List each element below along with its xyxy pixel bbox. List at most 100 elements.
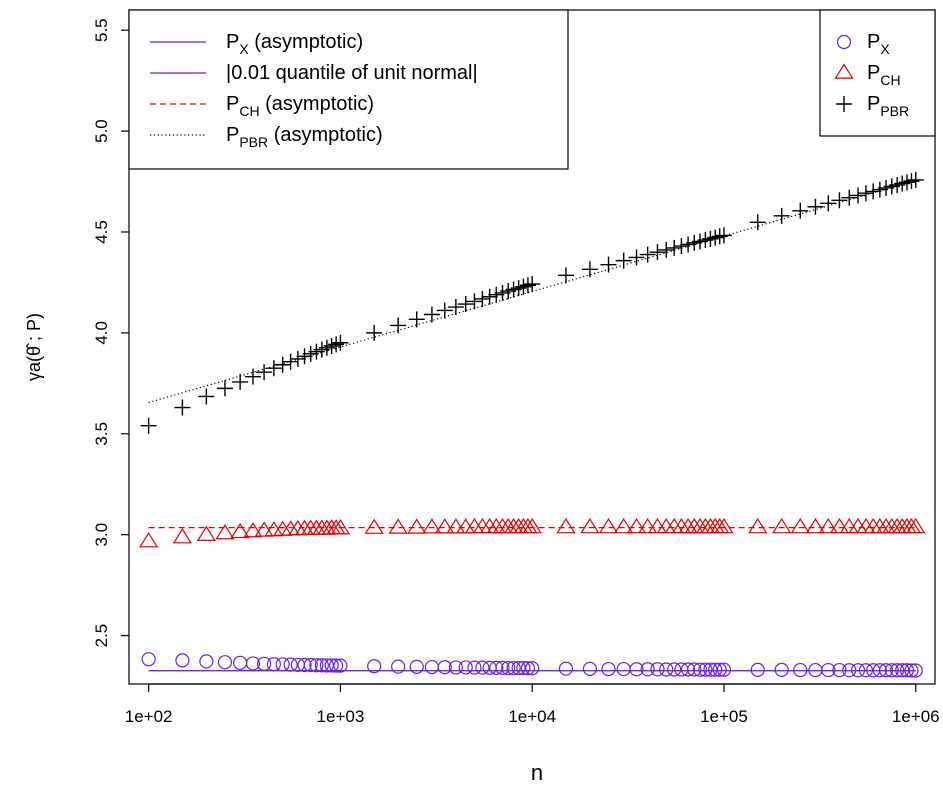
data-point	[831, 192, 848, 209]
data-point	[388, 518, 408, 534]
data-point	[749, 214, 766, 231]
data-point	[230, 522, 250, 539]
data-point	[650, 662, 665, 677]
y-axis: 2.5 3.0 3.5 4.0 4.5 5.0 5.5	[92, 18, 129, 647]
data-point	[639, 246, 656, 263]
data-point	[367, 659, 382, 674]
data-point	[520, 661, 536, 676]
x-axis: 1e+02 1e+03 1e+04 1e+05 1e+06	[125, 683, 940, 726]
data-point	[556, 517, 576, 534]
data-point	[390, 317, 407, 334]
data-point	[829, 517, 850, 534]
data-point	[615, 252, 632, 269]
data-point	[841, 189, 858, 206]
data-point	[303, 657, 318, 673]
data-point	[687, 662, 702, 677]
data-point	[199, 654, 214, 669]
data-point	[772, 517, 792, 534]
data-point	[329, 658, 344, 673]
data-point	[243, 522, 263, 538]
data-point	[172, 528, 192, 544]
legend-markers: PX PCH PPBR	[819, 9, 936, 137]
data-point	[711, 228, 728, 245]
data-point	[522, 517, 542, 534]
data-point	[457, 296, 474, 313]
data-point	[422, 518, 442, 534]
series-points	[139, 171, 926, 678]
legend-line-label: PPBR (asymptotic)	[226, 124, 383, 150]
data-point	[244, 368, 261, 385]
data-point	[516, 660, 531, 676]
data-point	[324, 658, 339, 673]
data-point	[489, 660, 504, 675]
data-point	[332, 334, 349, 351]
data-point	[254, 521, 274, 537]
x-tick-label: 1e+03	[317, 707, 365, 726]
y-tick-label: 5.5	[92, 18, 111, 42]
data-point	[408, 311, 425, 328]
data-point	[175, 653, 190, 668]
data-point	[884, 663, 899, 678]
y-axis-title: γa(θ̂ ; P)	[24, 313, 44, 381]
data-point	[488, 286, 505, 303]
data-point	[323, 337, 340, 354]
data-point	[139, 532, 159, 548]
data-point	[906, 517, 926, 534]
data-point	[750, 662, 765, 677]
data-point	[297, 657, 312, 673]
data-point	[582, 661, 598, 676]
data-point	[309, 658, 324, 673]
data-point	[649, 244, 666, 261]
data-point	[712, 662, 727, 677]
data-point	[558, 661, 574, 676]
x-axis-title: n	[531, 760, 543, 785]
data-point	[274, 356, 291, 373]
data-point	[850, 663, 866, 678]
data-point	[481, 288, 498, 305]
x-tick-label: 1e+04	[508, 707, 556, 726]
legend-marker-label: PX	[867, 31, 890, 57]
data-point	[364, 518, 384, 534]
data-point	[501, 660, 516, 676]
data-point	[904, 663, 919, 678]
data-point	[805, 517, 826, 534]
data-point	[232, 373, 249, 390]
y-tick-label: 4.5	[92, 220, 111, 244]
data-point	[792, 202, 809, 219]
data-point	[790, 517, 810, 534]
data-point	[667, 662, 682, 677]
data-point	[899, 663, 915, 678]
data-point	[820, 195, 837, 212]
data-point	[807, 198, 824, 215]
data-point	[878, 663, 894, 678]
data-point	[245, 656, 261, 671]
data-point	[890, 663, 905, 678]
data-point	[140, 417, 157, 434]
data-point	[282, 353, 299, 370]
data-point	[525, 661, 540, 676]
y-tick-label: 4.0	[92, 321, 111, 345]
data-point	[265, 360, 282, 377]
data-point	[198, 388, 215, 405]
data-point	[447, 299, 464, 316]
data-point	[314, 658, 329, 673]
data-point	[865, 183, 882, 200]
data-point	[407, 518, 427, 534]
y-tick-label: 5.0	[92, 119, 111, 143]
data-point	[872, 663, 887, 678]
data-point	[907, 171, 924, 188]
data-point	[436, 302, 453, 319]
data-point	[821, 662, 836, 678]
legend-marker-swatch	[836, 96, 852, 112]
data-point	[474, 290, 491, 307]
legend-marker-label: PCH	[867, 62, 901, 88]
series-p-ch	[139, 517, 926, 548]
legend-line-label: |0.01 quantile of unit normal|	[226, 62, 478, 84]
data-point	[871, 181, 888, 198]
data-point	[692, 662, 708, 677]
data-point	[330, 518, 350, 535]
data-point	[708, 662, 723, 677]
data-point	[458, 660, 473, 675]
data-point	[216, 380, 233, 397]
data-point	[437, 660, 452, 675]
